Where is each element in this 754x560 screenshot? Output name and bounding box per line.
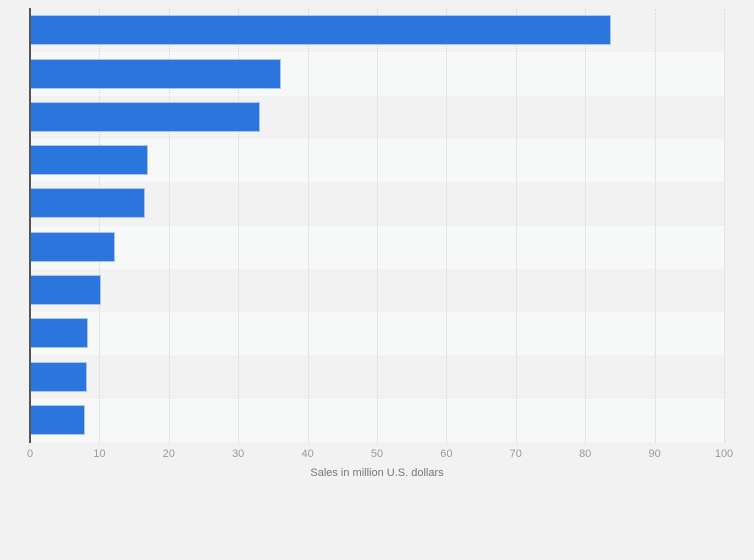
bar-5[interactable] — [30, 231, 116, 262]
y-axis-line — [29, 8, 31, 443]
x-tick-label: 40 — [301, 448, 314, 460]
x-tick-label: 50 — [370, 448, 384, 460]
gridline — [307, 9, 309, 443]
x-tick-label: 10 — [93, 448, 106, 460]
x-tick-label: 60 — [440, 448, 453, 460]
x-tick-label: 20 — [162, 448, 175, 460]
gridline — [585, 9, 587, 443]
gridline — [377, 9, 378, 443]
gridline — [724, 9, 725, 443]
gridline — [446, 9, 448, 443]
bar-2[interactable] — [30, 101, 260, 132]
x-axis-label: Sales in million U.S. dollars — [310, 467, 444, 479]
x-tick-label: 90 — [648, 448, 661, 460]
x-tick-label: 100 — [714, 448, 734, 460]
bar-8[interactable] — [30, 361, 87, 392]
bar-4[interactable] — [30, 188, 146, 219]
bar-0[interactable] — [30, 15, 611, 46]
x-tick-label: 30 — [232, 448, 245, 460]
bar-7[interactable] — [30, 318, 89, 349]
gridline — [168, 9, 170, 443]
bar-3[interactable] — [30, 145, 148, 176]
gridline — [654, 9, 656, 443]
gridline — [238, 9, 240, 443]
x-tick-label: 80 — [579, 448, 592, 460]
bar-6[interactable] — [30, 275, 101, 305]
bar-1[interactable] — [30, 58, 282, 89]
gridline — [515, 9, 517, 443]
x-tick-label: 0 — [26, 448, 34, 460]
gridline — [99, 9, 101, 443]
bar-9[interactable] — [30, 404, 85, 435]
x-tick-label: 70 — [509, 448, 522, 460]
